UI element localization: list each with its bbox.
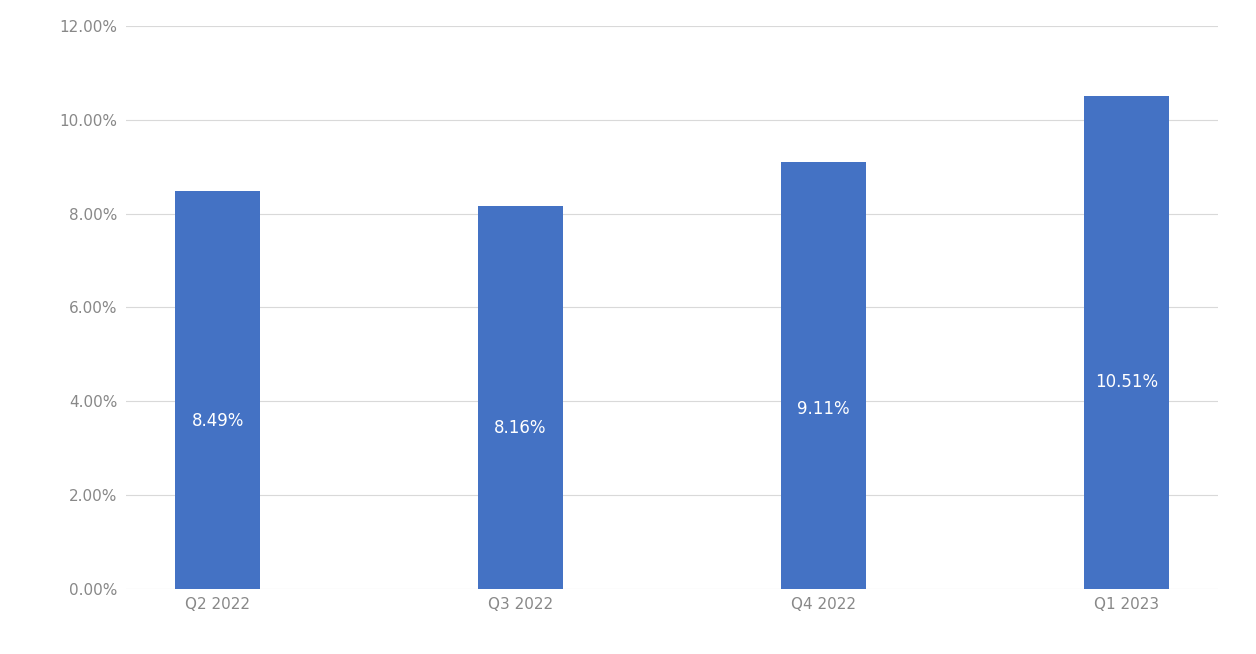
Text: 9.11%: 9.11%	[798, 400, 850, 419]
Bar	[479, 206, 563, 589]
Text: 8.49%: 8.49%	[191, 413, 244, 430]
Bar	[176, 191, 260, 589]
Text: 10.51%: 10.51%	[1095, 373, 1158, 390]
Bar	[781, 162, 865, 589]
Text: 8.16%: 8.16%	[495, 419, 546, 437]
Bar	[1084, 96, 1168, 589]
